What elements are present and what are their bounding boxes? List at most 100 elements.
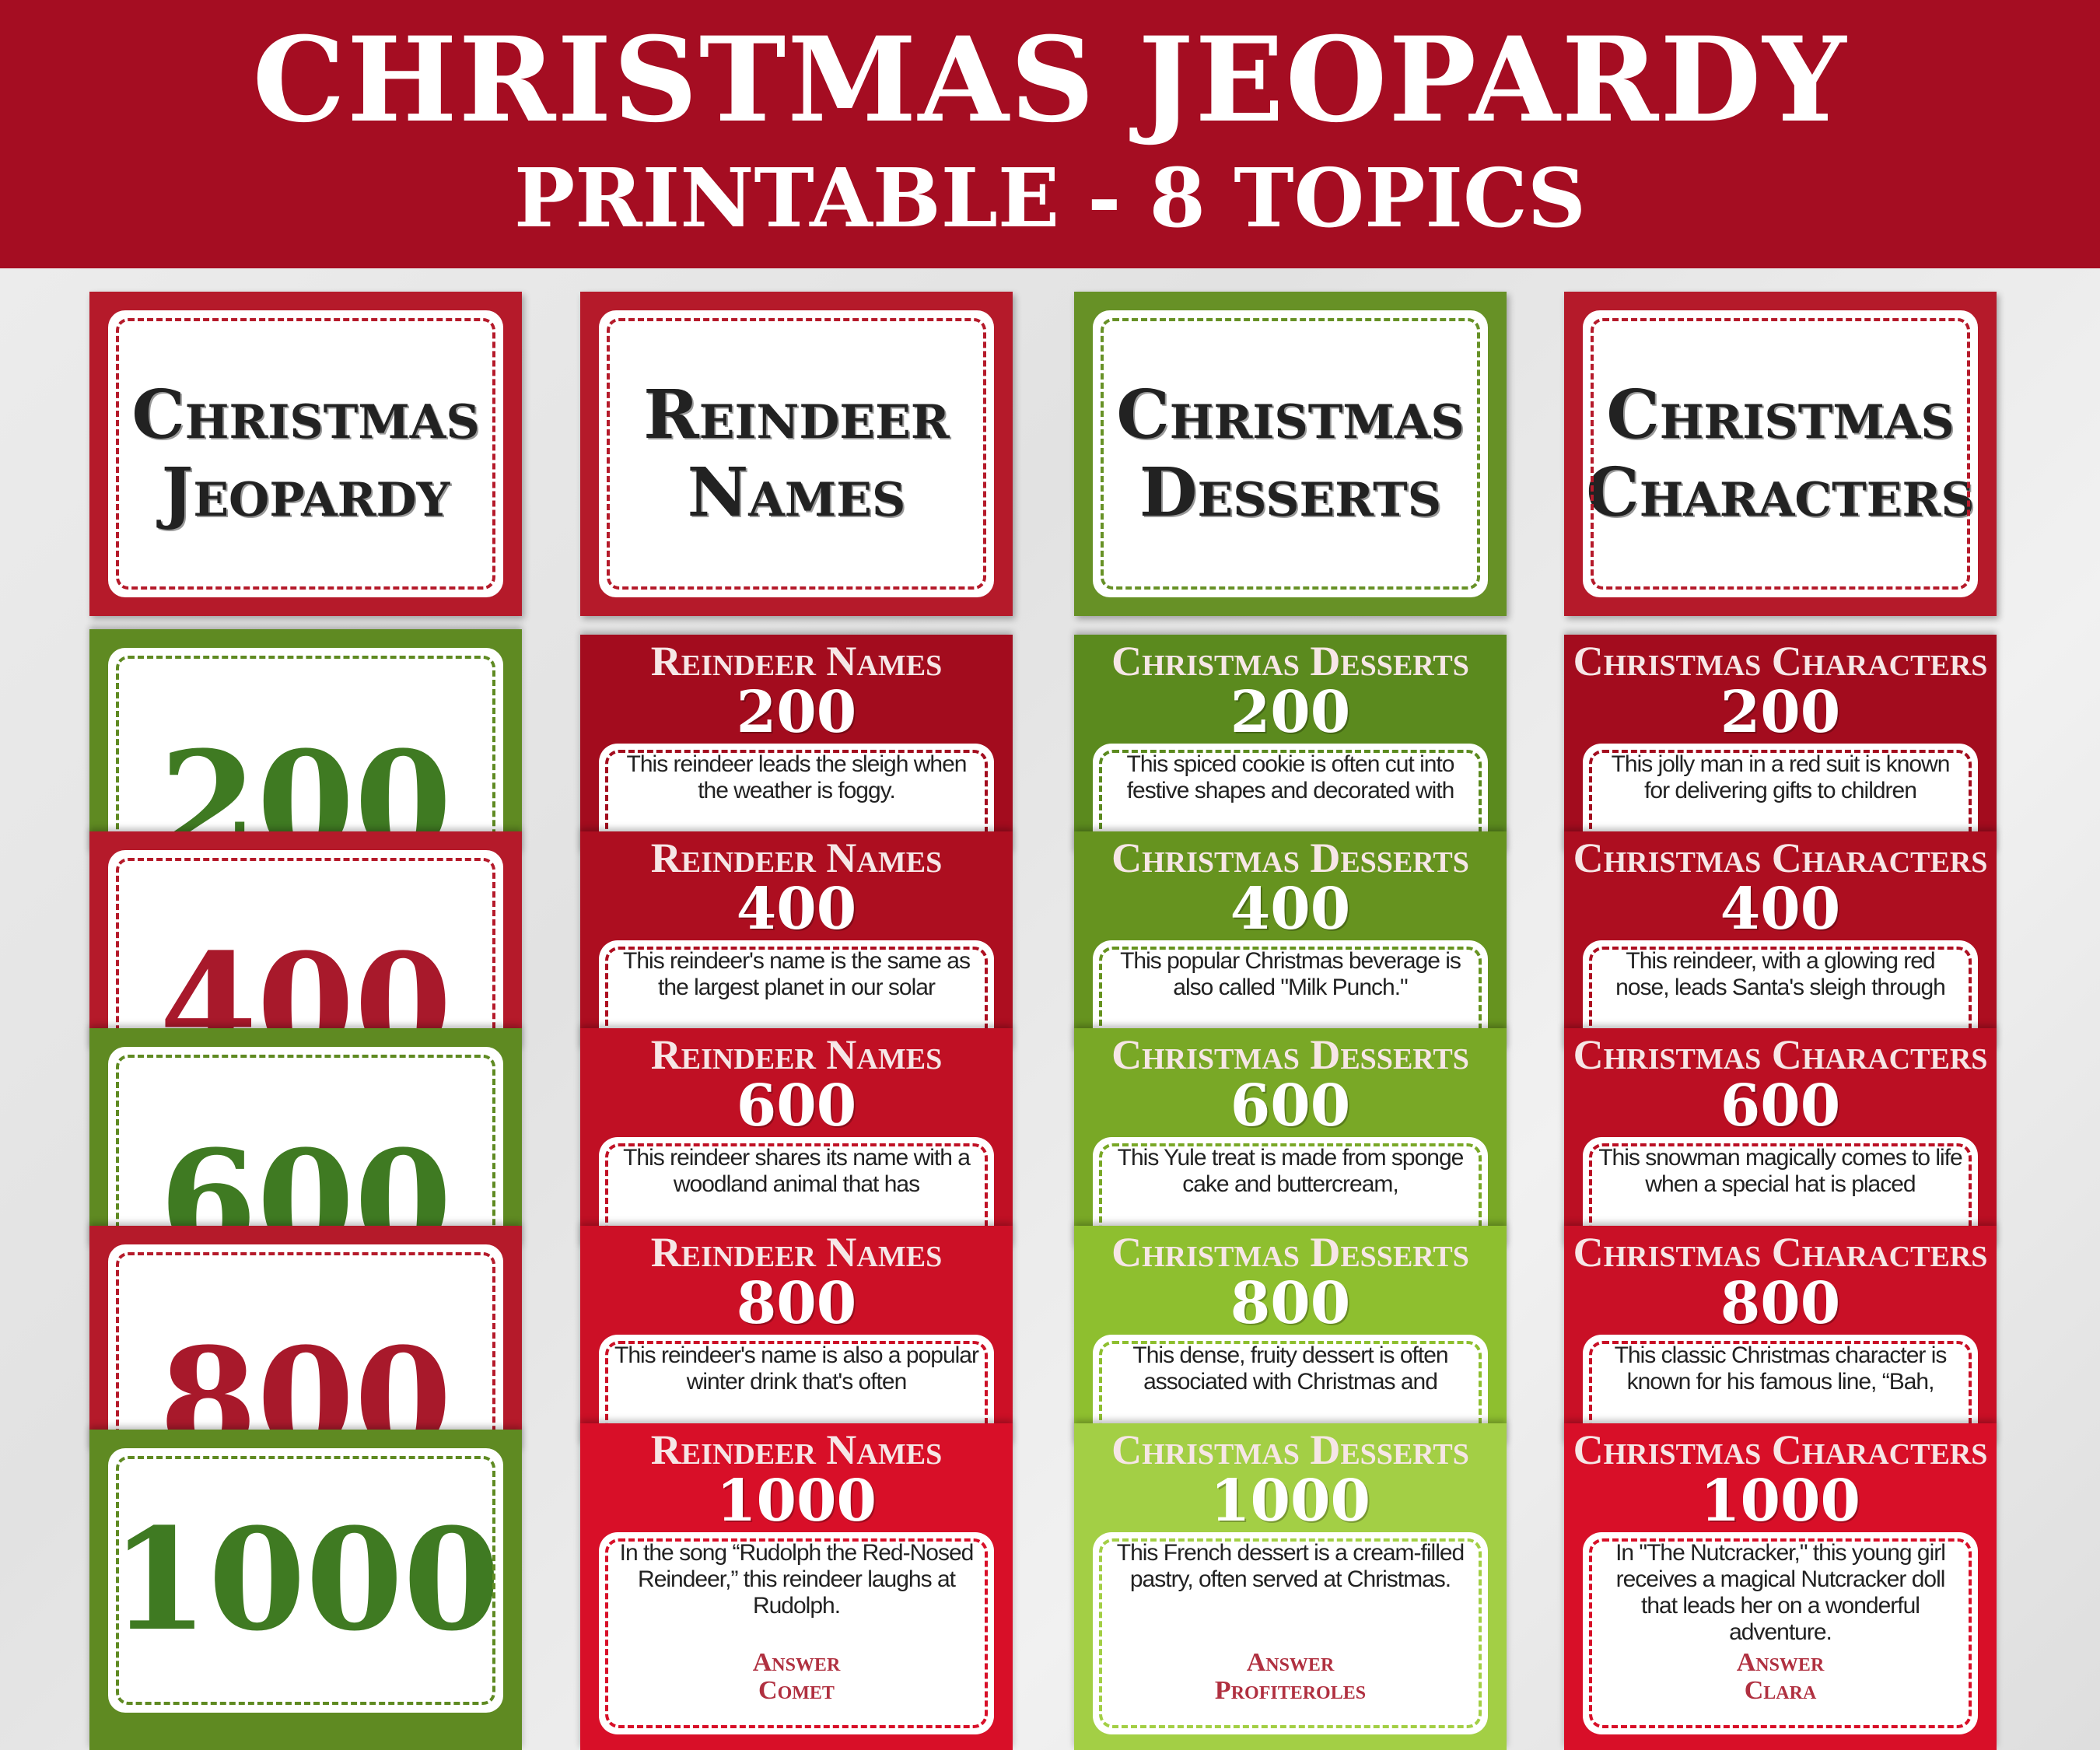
page-title: CHRISTMAS JEOPARDY	[252, 12, 1848, 149]
answer-text: Clara	[1744, 1676, 1817, 1705]
question-card[interactable]: Christmas Desserts 200 This spiced cookie …	[1074, 635, 1507, 855]
question-text: In "The Nutcracker," this young girl rec…	[1615, 1540, 1946, 1645]
category-card[interactable]: Christmas Characters	[1564, 292, 1997, 616]
question-text: In the song “Rudolph the Red-Nosed Reind…	[619, 1540, 975, 1619]
question-text: This French dessert is a cream-filled pa…	[1116, 1540, 1465, 1592]
category-title-line: Names	[687, 453, 906, 532]
category-title-line: Jeopardy	[161, 453, 450, 532]
value-number: 1000	[110, 1498, 501, 1662]
value-card-400[interactable]: 400	[89, 831, 522, 1052]
category-title: Reindeer Names	[599, 376, 994, 532]
category-card-inner: Christmas Jeopardy	[108, 310, 503, 597]
value-card-800[interactable]: 800	[89, 1226, 522, 1453]
answer-block: Answer Profiteroles	[1093, 1649, 1488, 1705]
question-card-value: 600	[1720, 1073, 1841, 1139]
question-text: This popular Christmas beverage is also …	[1120, 948, 1461, 1000]
question-card[interactable]: Christmas Desserts 600 This Yule treat is …	[1074, 1028, 1507, 1249]
value-card-inner: 200	[108, 648, 503, 855]
title-banner: CHRISTMAS JEOPARDY PRINTABLE - 8 TOPICS	[0, 0, 2100, 268]
question-card-category: Christmas Characters	[1573, 638, 1988, 684]
category-card[interactable]: Christmas Jeopardy	[89, 292, 522, 616]
question-text: This snowman magically comes to life whe…	[1598, 1145, 1963, 1197]
question-card-value: 800	[1720, 1270, 1841, 1337]
question-card[interactable]: Christmas Characters 600 This snowman magi…	[1564, 1028, 1997, 1249]
question-card-category: Reindeer Names	[650, 1031, 943, 1078]
question-card[interactable]: Reindeer Names 200 This reindeer leads the…	[580, 635, 1013, 855]
question-card[interactable]: Christmas Desserts 1000 This French desser…	[1074, 1423, 1507, 1750]
question-text: This classic Christmas character is know…	[1614, 1342, 1948, 1395]
question-card-value: 200	[1230, 679, 1351, 746]
question-card-value: 200	[1720, 679, 1841, 746]
question-card[interactable]: Reindeer Names 1000 In the song “Rudolph t…	[580, 1423, 1013, 1750]
answer-block: Answer Clara	[1583, 1649, 1978, 1705]
question-card[interactable]: Christmas Characters 400 This reindeer, wi…	[1564, 831, 1997, 1052]
question-text: This reindeer shares its name with a woo…	[623, 1145, 971, 1197]
question-card-category: Reindeer Names	[650, 638, 943, 684]
answer-block: Answer Comet	[599, 1649, 994, 1705]
question-card-value: 200	[736, 679, 857, 746]
question-card-value: 1000	[1700, 1468, 1860, 1535]
category-card[interactable]: Reindeer Names	[580, 292, 1013, 616]
question-card-value: 800	[1230, 1270, 1351, 1337]
value-card-inner: 600	[108, 1047, 503, 1249]
question-card-category: Reindeer Names	[650, 1426, 943, 1473]
question-card-value: 600	[1230, 1073, 1351, 1139]
answer-label: Answer	[752, 1648, 841, 1677]
question-card-category: Christmas Characters	[1573, 835, 1988, 881]
question-card-value: 400	[1720, 876, 1841, 943]
question-text: This dense, fruity dessert is often asso…	[1132, 1342, 1448, 1395]
category-title: Christmas Characters	[1583, 376, 1978, 532]
question-card[interactable]: Reindeer Names 400 This reindeer's name is…	[580, 831, 1013, 1052]
question-card[interactable]: Christmas Characters 200 This jolly man in…	[1564, 635, 1997, 855]
question-text: This jolly man in a red suit is known fo…	[1611, 751, 1951, 803]
category-title: Christmas Desserts	[1093, 376, 1488, 532]
question-card-category: Christmas Desserts	[1111, 835, 1469, 881]
question-card[interactable]: Christmas Desserts 400 This popular Christ…	[1074, 831, 1507, 1052]
question-card-value: 1000	[1210, 1468, 1370, 1535]
value-card-inner: 1000	[108, 1448, 503, 1713]
category-card[interactable]: Christmas Desserts	[1074, 292, 1507, 616]
category-title-line: Reindeer	[643, 375, 950, 454]
question-card-category: Christmas Characters	[1573, 1031, 1988, 1078]
question-box: In the song “Rudolph the Red-Nosed Reind…	[599, 1532, 994, 1734]
category-card-inner: Christmas Desserts	[1093, 310, 1488, 597]
question-card-value: 1000	[716, 1468, 877, 1535]
question-card[interactable]: Christmas Characters 800 This classic Chri…	[1564, 1226, 1997, 1447]
category-title-line: Christmas	[1116, 375, 1465, 454]
category-card-inner: Reindeer Names	[599, 310, 994, 597]
question-card-category: Christmas Desserts	[1111, 1229, 1469, 1276]
question-box: In "The Nutcracker," this young girl rec…	[1583, 1532, 1978, 1734]
question-box: This French dessert is a cream-filled pa…	[1093, 1532, 1488, 1734]
question-card[interactable]: Reindeer Names 600 This reindeer shares it…	[580, 1028, 1013, 1249]
question-card[interactable]: Christmas Characters 1000 In "The Nutcrack…	[1564, 1423, 1997, 1750]
category-title-line: Christmas	[1606, 375, 1955, 454]
question-text: This reindeer leads the sleigh when the …	[626, 751, 968, 803]
answer-label: Answer	[1246, 1648, 1335, 1677]
question-card[interactable]: Christmas Desserts 800 This dense, fruity …	[1074, 1226, 1507, 1447]
question-box: This jolly man in a red suit is known fo…	[1583, 744, 1978, 855]
category-title-line: Desserts	[1139, 453, 1442, 532]
question-card-value: 800	[736, 1270, 857, 1337]
question-card-category: Christmas Characters	[1573, 1229, 1988, 1276]
value-card-200[interactable]: 200	[89, 629, 522, 855]
question-text: This reindeer, with a glowing red nose, …	[1615, 948, 1946, 1000]
question-card-value: 600	[736, 1073, 857, 1139]
value-card-1000[interactable]: 1000	[89, 1430, 522, 1750]
category-title-line: Characters	[1586, 453, 1975, 532]
answer-text: Profiteroles	[1214, 1676, 1367, 1705]
question-card-category: Reindeer Names	[650, 835, 943, 881]
question-card-category: Christmas Desserts	[1111, 1031, 1469, 1078]
question-card-category: Christmas Characters	[1573, 1426, 1988, 1473]
question-card-category: Christmas Desserts	[1111, 638, 1469, 684]
question-card-category: Reindeer Names	[650, 1229, 943, 1276]
question-card-value: 400	[736, 876, 857, 943]
answer-text: Comet	[758, 1676, 835, 1705]
question-text: This reindeer's name is the same as the …	[623, 948, 971, 1000]
question-text: This spiced cookie is often cut into fes…	[1126, 751, 1455, 803]
page-subtitle: PRINTABLE - 8 TOPICS	[514, 150, 1586, 246]
category-title: Christmas Jeopardy	[108, 376, 503, 532]
question-card-value: 400	[1230, 876, 1351, 943]
value-card-600[interactable]: 600	[89, 1028, 522, 1249]
question-card[interactable]: Reindeer Names 800 This reindeer's name is…	[580, 1226, 1013, 1447]
category-card-inner: Christmas Characters	[1583, 310, 1978, 597]
